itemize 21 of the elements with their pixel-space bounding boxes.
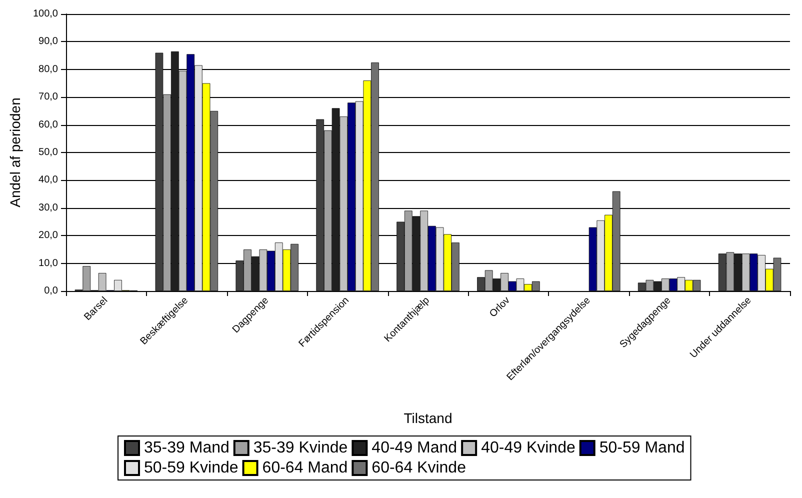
legend-label: 35-39 Mand (144, 440, 230, 456)
legend-label: 60-64 Kvinde (372, 460, 466, 476)
y-tick-label: 80,0 (38, 64, 58, 75)
legend-label: 60-64 Mand (262, 460, 348, 476)
y-tick-label: 0,0 (44, 286, 58, 296)
x-axis-title: Tilstand (404, 410, 452, 426)
legend-label: 35-39 Kvinde (253, 440, 348, 456)
y-tick-label: 20,0 (38, 230, 58, 242)
y-axis-title: Andel af perioden (7, 98, 23, 208)
y-tick-label: 70,0 (38, 92, 58, 103)
legend-label: 40-49 Mand (372, 440, 458, 456)
legend-label: 50-59 Kvinde (144, 460, 238, 476)
y-tick-label: 40,0 (38, 174, 58, 186)
y-tick-label: 10,0 (38, 258, 58, 269)
y-tick-label: 90,0 (38, 36, 58, 48)
legend-label: 50-59 Mand (599, 440, 685, 456)
y-tick-label: 100,0 (32, 8, 58, 20)
y-tick-label: 30,0 (38, 202, 58, 214)
y-tick-label: 50,0 (38, 147, 58, 158)
y-tick-label: 60,0 (38, 119, 58, 130)
legend-label: 40-49 Kvinde (481, 440, 576, 456)
